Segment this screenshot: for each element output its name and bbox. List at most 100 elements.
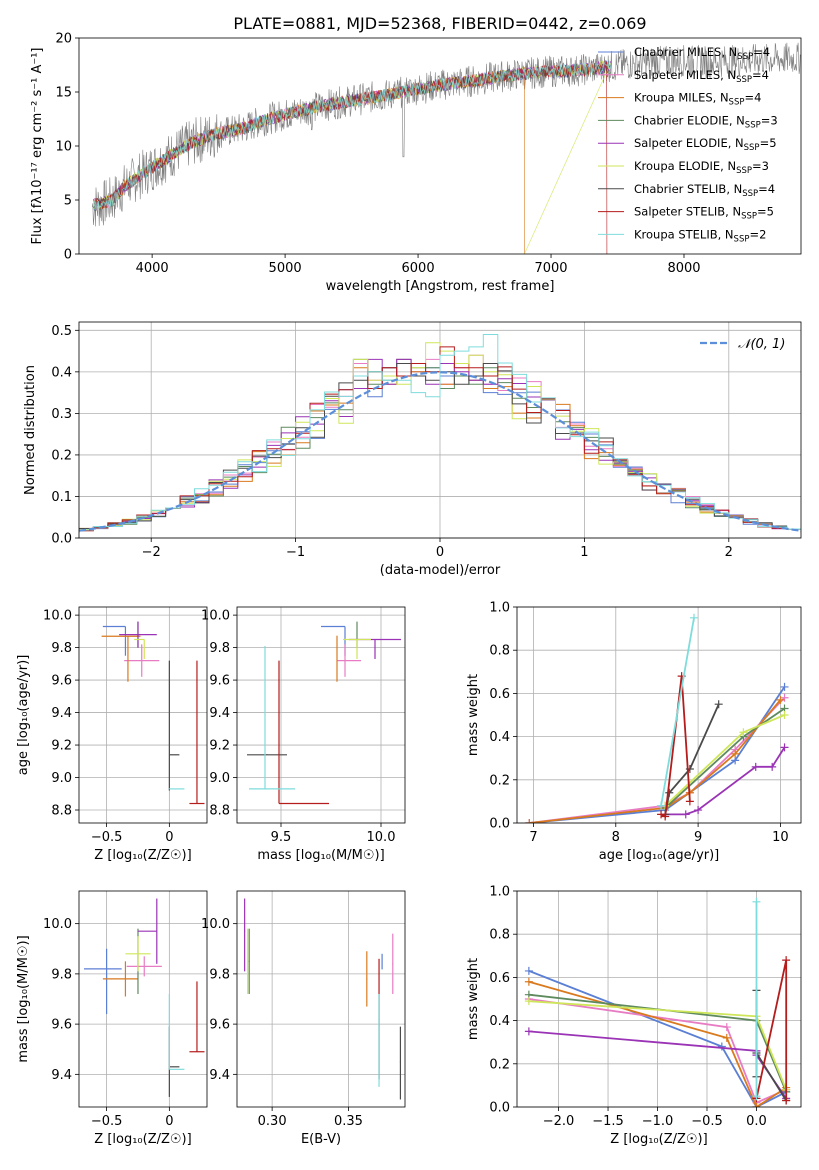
- x-tick-label: −0.5: [91, 1114, 123, 1129]
- y-tick-label: 10.0: [201, 917, 230, 932]
- y-tick-label: 9.2: [51, 739, 72, 754]
- y-tick-label: 9.8: [209, 967, 230, 982]
- y-tick-label: 1.0: [489, 601, 510, 616]
- x-tick-label: 7: [529, 830, 537, 845]
- y-tick-label: 9.6: [51, 674, 72, 689]
- spectrum-y-axis-label: Flux [fλ10⁻¹⁷ erg cm⁻² s⁻¹ A⁻¹]: [30, 48, 45, 245]
- series-line: [660, 617, 695, 806]
- series-marker: [768, 762, 777, 771]
- y-tick-label: 0.0: [489, 1101, 510, 1116]
- x-tick-label: −2.0: [543, 1114, 575, 1129]
- mass-weight-vs-Z-panel: −2.0 −1.5 −1.0 −0.5 0.0 0.0 0.2 0.4 0.6 0.8 1.0 Z […: [466, 885, 802, 1147]
- model-spectrum-line: [93, 61, 611, 210]
- legend-label: Salpeter ELODIE, NSSP=5: [634, 136, 777, 153]
- mass-weight-vs-age-frame: [516, 606, 802, 824]
- y-tick-label: 15: [55, 86, 72, 101]
- mass-vs-ebv-panel: 0.30 0.35 9.4 9.6 9.8 10.0 E(B-V): [201, 890, 406, 1147]
- figure-title: PLATE=0881, MJD=52368, FIBERID=0442, z=0…: [233, 14, 646, 33]
- mass-weight-series: [657, 672, 694, 821]
- x-tick-label: −0.5: [691, 1114, 723, 1129]
- series-marker: [739, 728, 748, 737]
- x-tick-label: 0: [165, 1114, 173, 1129]
- model-spectrum-line: [93, 60, 611, 211]
- y-tick-label: 9.4: [51, 706, 72, 721]
- y-tick-label: 10.0: [43, 917, 72, 932]
- age-vs-Z-y-axis-label: age [log₁₀(age/yr)]: [16, 655, 31, 776]
- errorbar-point: [343, 638, 371, 659]
- y-tick-label: 20: [55, 32, 72, 47]
- x-tick-label: 0: [165, 830, 173, 845]
- x-tick-label: 0.0: [746, 1114, 767, 1129]
- errorbar-point: [366, 951, 368, 1007]
- y-tick-label: 9.0: [51, 771, 72, 786]
- errorbar-point: [134, 638, 145, 659]
- series-marker: [681, 810, 690, 819]
- y-tick-label: 0.5: [51, 324, 72, 339]
- series-marker: [714, 700, 723, 709]
- x-tick-label: 5000: [269, 261, 302, 276]
- x-tick-label: 2: [725, 545, 733, 560]
- mass-weight-vs-Z-y-axis-label: mass weight: [466, 958, 481, 1040]
- age-vs-Z-x-axis-label: Z [log₁₀(Z/Z☉)]: [94, 848, 191, 863]
- legend-label: Chabrier ELODIE, NSSP=3: [634, 113, 778, 130]
- series-marker: [661, 812, 670, 821]
- series-line: [665, 746, 786, 816]
- legend-label: Chabrier MILES, NSSP=4: [634, 45, 770, 62]
- series-marker: [524, 997, 533, 1006]
- errorbar-point: [137, 898, 158, 964]
- age-vs-mass-plot-area: [247, 621, 401, 805]
- mass-weight-vs-age-y-axis-label: mass weight: [466, 674, 481, 756]
- mass-vs-Z-x-axis-label: Z [log₁₀(Z/Z☉)]: [94, 1132, 191, 1147]
- y-tick-label: 10: [55, 140, 72, 155]
- legend-label: Salpeter MILES, NSSP=4: [634, 68, 769, 85]
- mass-weight-vs-Z-frame: [516, 890, 802, 1108]
- y-tick-label: 1.0: [489, 885, 510, 900]
- errorbar-point: [278, 660, 329, 805]
- y-tick-label: 0.6: [489, 971, 510, 986]
- series-marker: [524, 966, 533, 975]
- x-tick-label: −1.0: [642, 1114, 674, 1129]
- errorbar-point: [102, 625, 127, 656]
- errorbar-point: [189, 981, 205, 1053]
- legend-label: Chabrier STELIB, NSSP=4: [634, 182, 775, 199]
- spectrum-panel: 4000 5000 6000 7000 8000 0 5 10 15 20 wavelength […: [30, 32, 802, 294]
- series-line: [529, 697, 786, 823]
- x-tick-label: 7000: [534, 261, 567, 276]
- y-tick-label: 9.6: [51, 1018, 72, 1033]
- y-tick-label: 0.2: [489, 1057, 510, 1072]
- mass-vs-ebv-frame: [236, 890, 406, 1108]
- series-line: [528, 998, 787, 1104]
- y-tick-label: 0.1: [51, 490, 72, 505]
- series-marker: [524, 1027, 533, 1036]
- series-marker: [780, 693, 789, 702]
- series-line: [660, 675, 691, 818]
- y-tick-label: 0.8: [489, 928, 510, 943]
- series-marker: [780, 711, 789, 719]
- series-marker: [776, 695, 785, 704]
- model-spectrum-line: [93, 61, 611, 211]
- errorbar-point: [168, 1026, 180, 1097]
- mass-weight-vs-Z-plot-area: [524, 897, 791, 1107]
- y-tick-label: 0.8: [489, 644, 510, 659]
- errorbar-point: [392, 933, 394, 994]
- series-marker: [752, 1092, 761, 1101]
- mass-vs-Z-plot-area: [84, 898, 205, 1097]
- y-tick-label: 5: [64, 194, 72, 209]
- errorbar-point: [101, 635, 141, 682]
- errorbar-point: [189, 660, 205, 805]
- y-tick-label: 9.8: [51, 641, 72, 656]
- residuals-x-axis-label: (data-model)/error: [380, 563, 501, 578]
- mass-weight-vs-age-x-axis-label: age [log₁₀(age/yr)]: [599, 848, 720, 863]
- y-tick-label: 0.6: [489, 687, 510, 702]
- errorbar-point: [102, 961, 138, 997]
- mass-vs-Z-y-axis-label: mass [log₁₀(M/M☉)]: [16, 935, 31, 1062]
- series-marker: [665, 788, 674, 797]
- series-marker: [782, 956, 791, 965]
- series-marker: [722, 1023, 731, 1032]
- x-tick-label: −0.5: [91, 830, 123, 845]
- mass-vs-ebv-x-axis-label: E(B-V): [301, 1132, 341, 1147]
- x-tick-label: −1.5: [592, 1114, 624, 1129]
- x-tick-label: −2: [142, 545, 161, 560]
- mass-weight-series: [752, 956, 791, 1105]
- errorbar-point: [126, 956, 162, 977]
